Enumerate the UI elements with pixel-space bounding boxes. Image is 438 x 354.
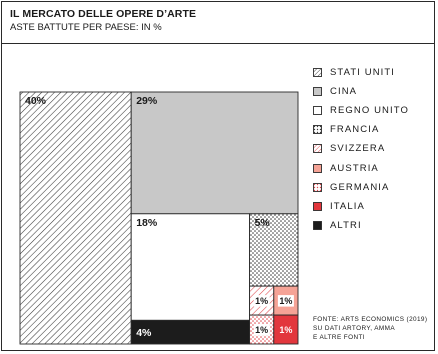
legend-label: FRANCIA bbox=[330, 124, 380, 136]
tile-label-svizzera: 1% bbox=[255, 296, 268, 306]
tile-label-backdrop bbox=[253, 295, 270, 307]
header-divider bbox=[1, 43, 435, 44]
chart-frame bbox=[1, 1, 435, 351]
legend-swatch bbox=[313, 220, 322, 230]
legend-item-cina: CINA bbox=[313, 82, 409, 101]
treemap-tile-italia bbox=[273, 314, 299, 345]
legend-item-francia: FRANCIA bbox=[313, 120, 409, 139]
treemap-tile-stati-uniti bbox=[19, 91, 132, 345]
tile-label-italia: 1% bbox=[279, 325, 292, 335]
tile-label-regno-unito: 18% bbox=[136, 217, 158, 229]
tile-label-austria: 1% bbox=[279, 296, 292, 306]
legend-label: STATI UNITI bbox=[330, 67, 396, 79]
tile-label-francia: 5% bbox=[255, 217, 271, 229]
legend: STATI UNITI CINA REGNO UNITO FRANCIA SVIZZER… bbox=[313, 63, 409, 235]
source-note: FONTE: ARTS ECONOMICS (2019) SU DATI ART… bbox=[313, 316, 427, 342]
legend-label: ALTRI bbox=[330, 219, 362, 231]
legend-item-regno-unito: REGNO UNITO bbox=[313, 101, 409, 120]
source-line: FONTE: ARTS ECONOMICS (2019) bbox=[313, 316, 428, 323]
legend-swatch bbox=[313, 144, 322, 154]
legend-label: AUSTRIA bbox=[330, 162, 379, 174]
legend-item-germania: GERMANIA bbox=[313, 178, 409, 197]
legend-label: REGNO UNITO bbox=[330, 105, 409, 117]
tile-label-backdrop bbox=[253, 324, 270, 336]
tile-label-backdrop bbox=[277, 295, 294, 307]
legend-label: ITALIA bbox=[330, 200, 365, 212]
tile-label-germania: 1% bbox=[255, 325, 268, 335]
legend-swatch bbox=[313, 182, 322, 192]
chart-subtitle: ASTE BATTUTE PER PAESE: IN % bbox=[10, 22, 162, 33]
legend-swatch bbox=[313, 125, 322, 135]
legend-label: GERMANIA bbox=[330, 181, 390, 193]
chart-title: IL MERCATO DELLE OPERE D’ARTE bbox=[10, 8, 197, 20]
legend-item-italia: ITALIA bbox=[313, 197, 409, 216]
legend-swatch bbox=[313, 163, 322, 173]
legend-item-austria: AUSTRIA bbox=[313, 158, 409, 177]
legend-item-svizzera: SVIZZERA bbox=[313, 139, 409, 158]
legend-label: CINA bbox=[330, 86, 358, 98]
tile-label-stati-uniti: 40% bbox=[25, 95, 47, 107]
legend-swatch bbox=[313, 106, 322, 116]
legend-swatch bbox=[313, 201, 322, 211]
tile-label-backdrop bbox=[277, 324, 294, 336]
legend-item-altri: ALTRI bbox=[313, 216, 409, 235]
treemap-tile-regno-unito bbox=[130, 213, 251, 321]
treemap-tile-cina bbox=[130, 91, 299, 215]
source-line: SU DATI ARTORY, AMMA bbox=[313, 324, 395, 332]
tile-label-altri: 4% bbox=[136, 327, 152, 339]
legend-item-stati-uniti: STATI UNITI bbox=[313, 63, 409, 82]
source-line: E ALTRE FONTI bbox=[313, 333, 365, 341]
legend-swatch bbox=[313, 68, 322, 77]
legend-swatch bbox=[313, 87, 322, 97]
legend-label: SVIZZERA bbox=[330, 143, 386, 155]
tile-label-cina: 29% bbox=[136, 95, 158, 107]
